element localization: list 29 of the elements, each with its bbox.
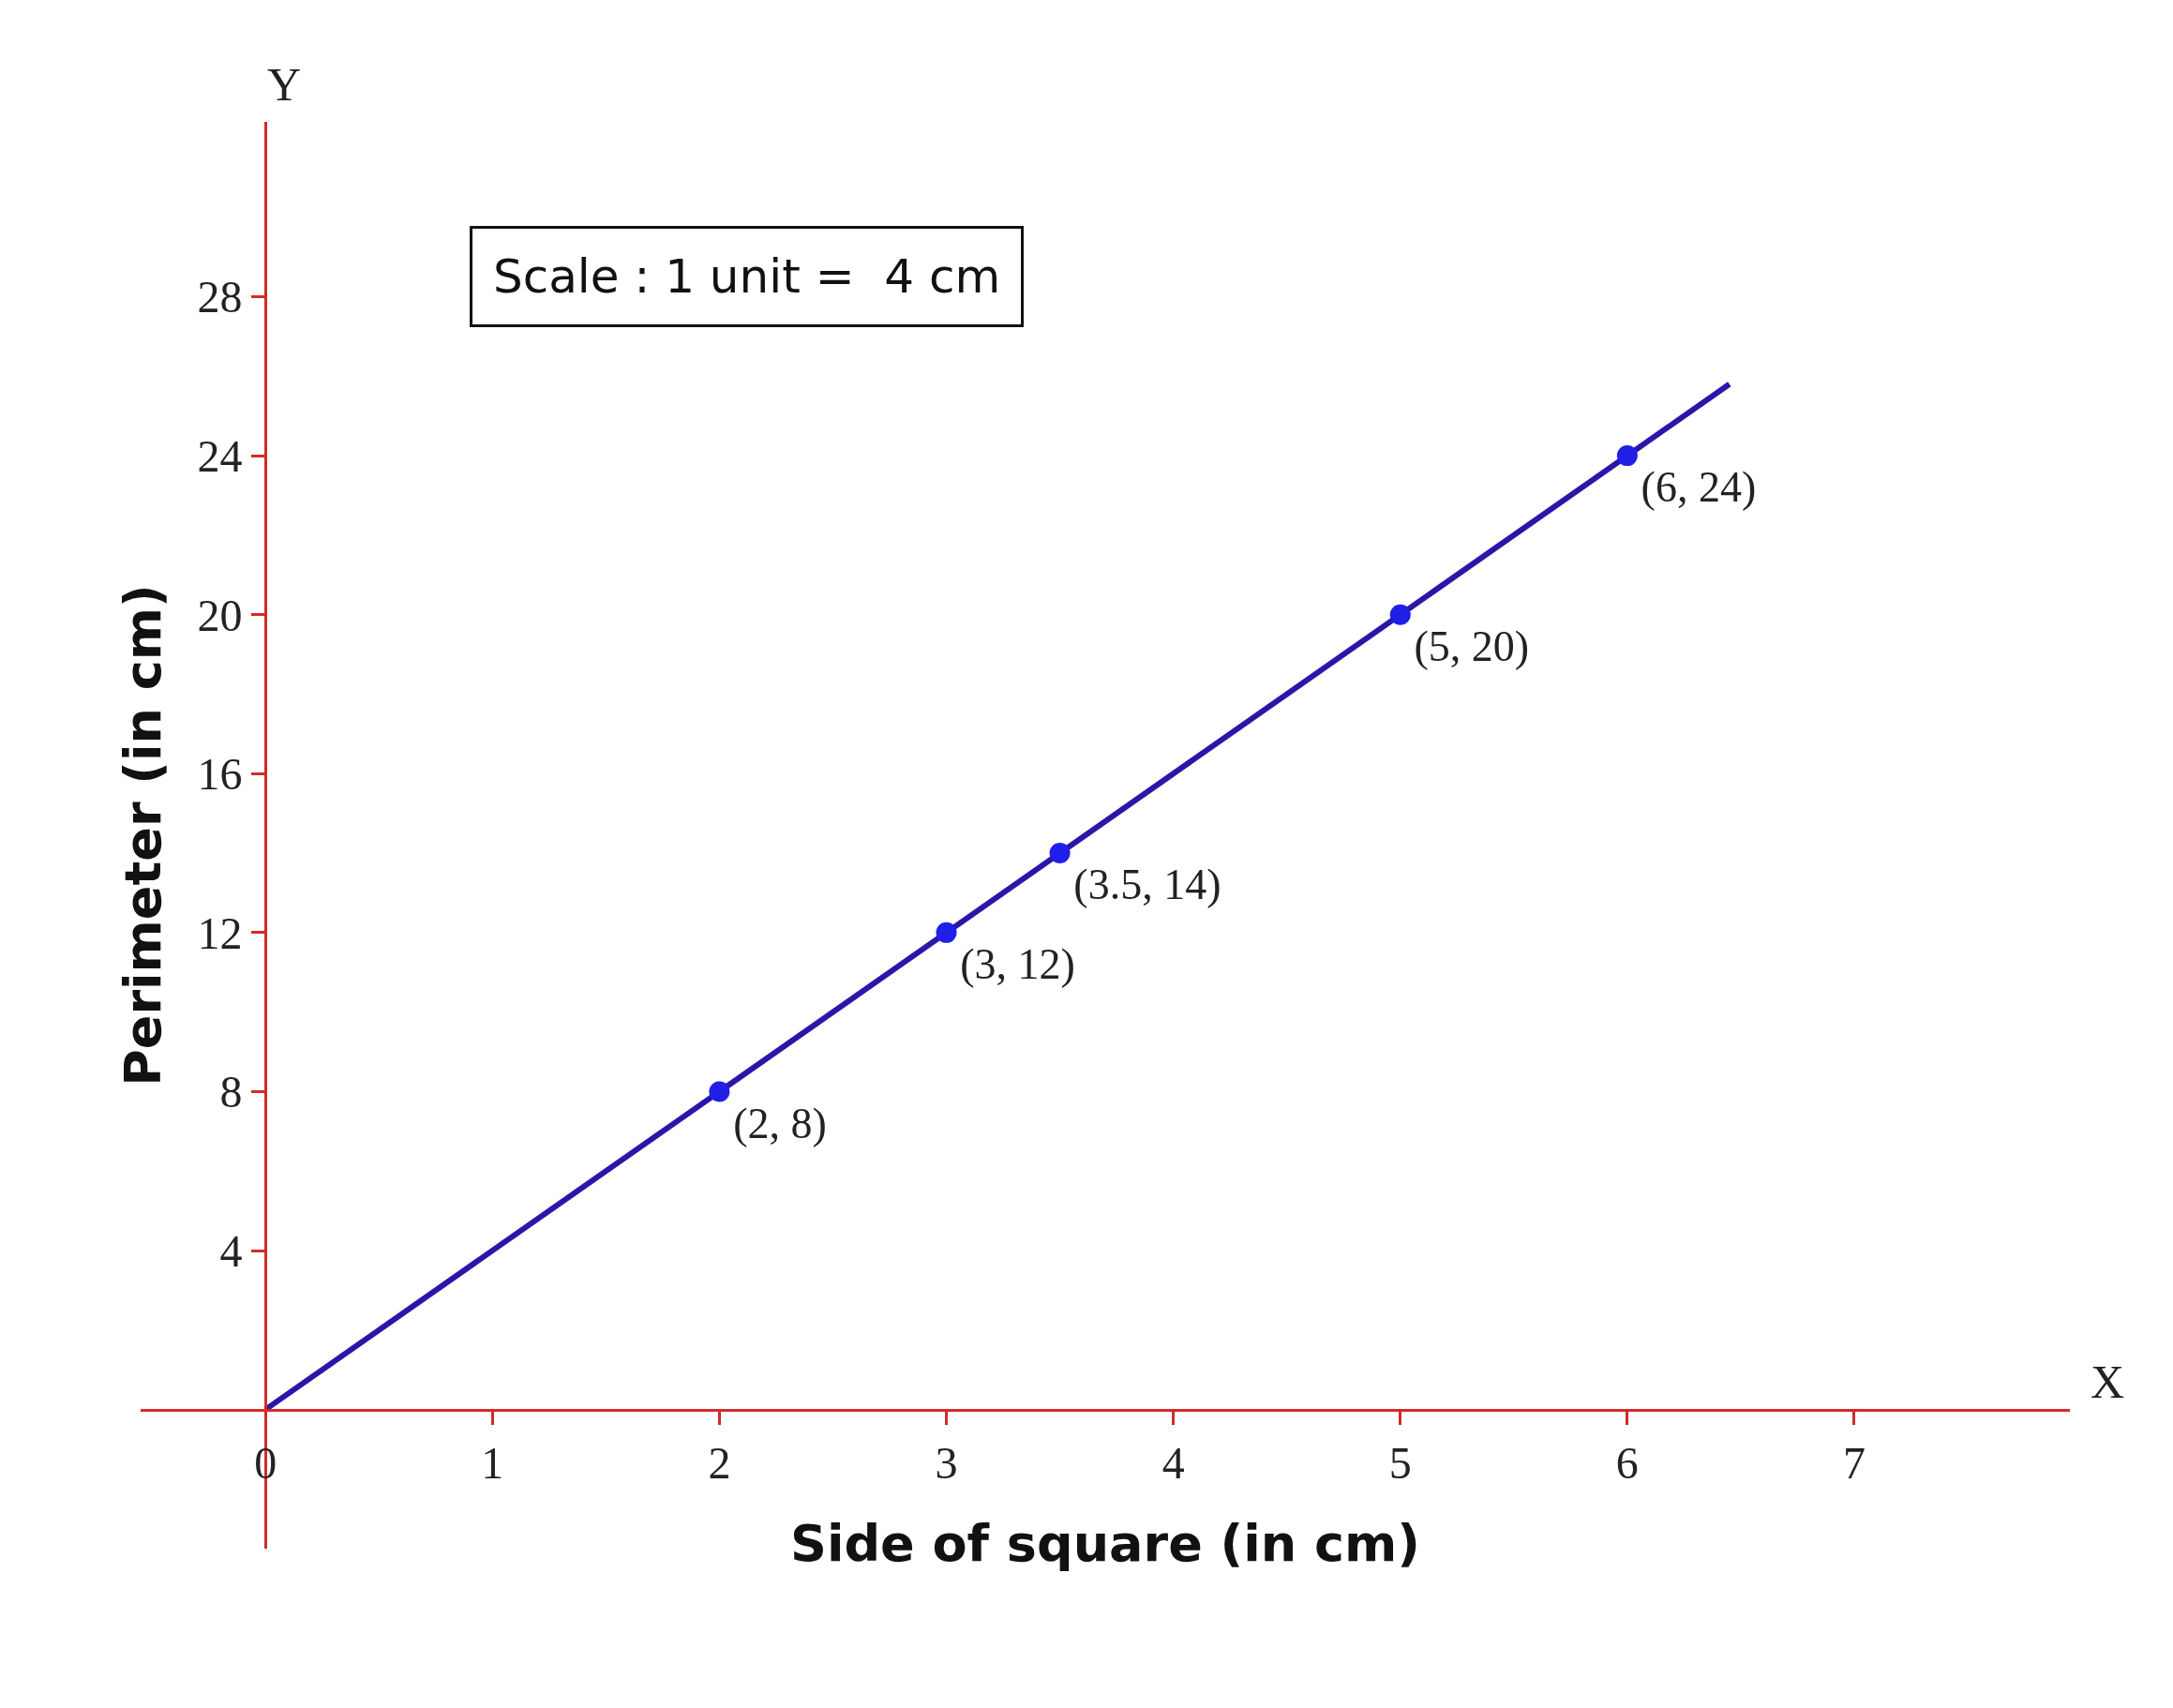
- x-tick-label: 4: [1161, 1438, 1185, 1489]
- y-tick-label: 12: [197, 907, 243, 958]
- y-tick-label: 28: [197, 272, 243, 322]
- text: X: [2091, 1356, 2125, 1408]
- point: [1389, 604, 1411, 625]
- x-tick-label: 1: [481, 1438, 504, 1489]
- x-tick-label: 7: [1842, 1438, 1866, 1489]
- point: [1049, 843, 1071, 864]
- y-tick-label: 16: [197, 749, 243, 800]
- point: [1616, 445, 1638, 467]
- annotation: Scale : 1 unit = 4 cm: [493, 249, 1001, 304]
- text: Y: [267, 58, 302, 111]
- y-tick-label: 20: [197, 590, 243, 640]
- point: [709, 1081, 730, 1102]
- x-axis-title: Side of square (in cm): [790, 1513, 1420, 1573]
- y-axis-title: Perimeter (in cm): [113, 584, 173, 1086]
- point: [936, 921, 957, 943]
- x-tick-label: 6: [1615, 1438, 1639, 1489]
- data-label: (2, 8): [733, 1099, 827, 1147]
- y-tick-label: 4: [219, 1225, 243, 1276]
- x-tick-label: 5: [1388, 1438, 1412, 1489]
- x-tick-label: 2: [708, 1438, 731, 1489]
- data-label: (3.5, 14): [1073, 861, 1221, 909]
- data-label: (3, 12): [960, 940, 1075, 989]
- data-label: (6, 24): [1641, 463, 1757, 512]
- x-tick-label: 3: [935, 1438, 958, 1489]
- data-label: (5, 20): [1414, 622, 1530, 670]
- y-tick-label: 8: [219, 1067, 243, 1117]
- y-tick-label: 24: [197, 430, 243, 481]
